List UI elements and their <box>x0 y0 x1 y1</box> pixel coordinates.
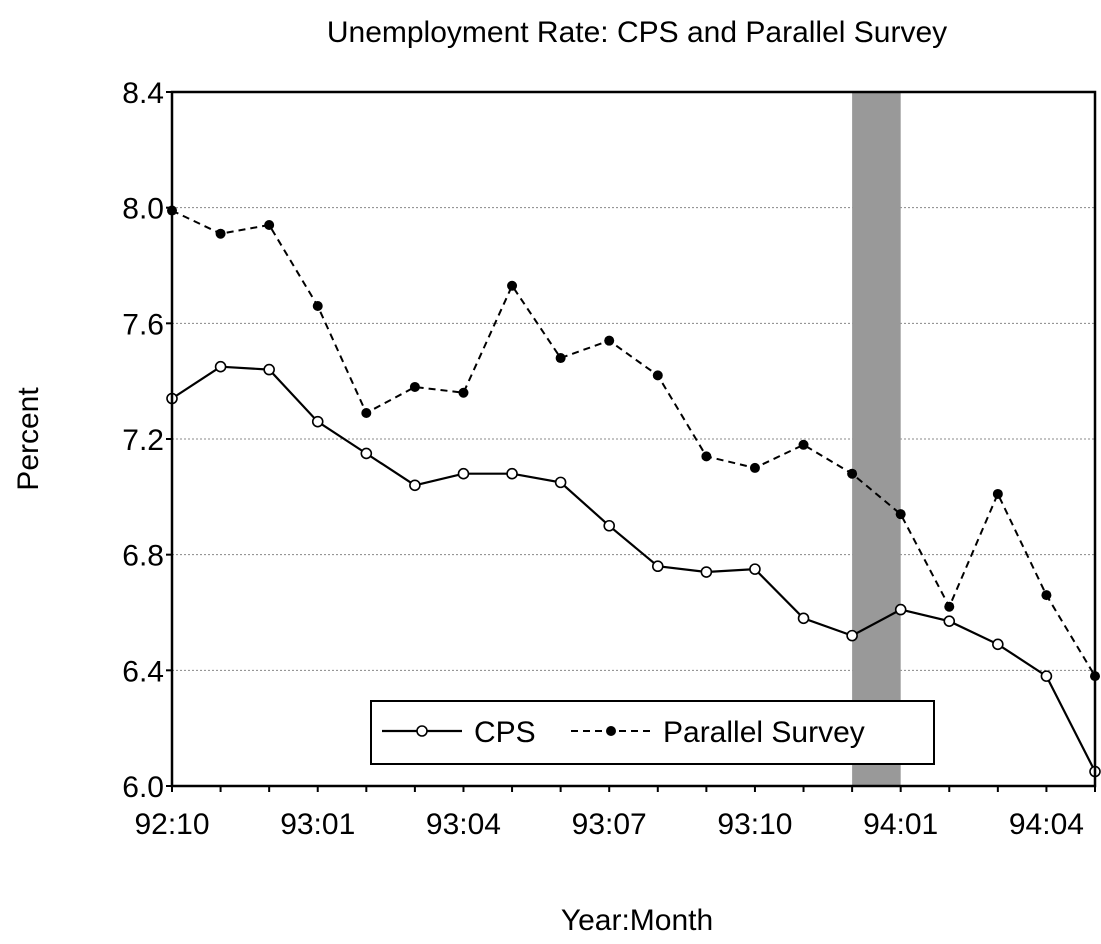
point-parallel-survey <box>798 439 809 450</box>
point-cps <box>651 560 664 573</box>
point-parallel-survey <box>507 280 518 291</box>
point-cps <box>894 603 907 616</box>
point-parallel-survey <box>312 300 323 311</box>
y-tick-label: 7.6 <box>122 308 164 341</box>
point-parallel-survey <box>749 462 760 473</box>
x-tick-label: 93:10 <box>717 808 792 841</box>
x-axis-ticks: 92:10 93:01 93:04 93:07 93:10 94:01 94:04 <box>134 786 1096 841</box>
point-cps <box>554 476 567 489</box>
series-line-parallel-survey <box>171 209 1096 677</box>
point-cps <box>311 415 324 428</box>
y-tick-label: 6.4 <box>122 655 164 688</box>
y-axis-ticks: 6.0 6.4 6.8 7.2 7.6 8.0 8.4 <box>122 77 172 804</box>
gridlines <box>172 207 1095 671</box>
point-parallel-survey <box>458 387 469 398</box>
point-cps <box>409 479 421 492</box>
y-tick-label: 8.0 <box>122 193 164 226</box>
point-cps <box>749 563 761 575</box>
point-parallel-survey <box>1041 590 1052 601</box>
point-parallel-survey <box>409 381 420 392</box>
legend-box <box>370 700 935 765</box>
point-cps <box>214 360 227 373</box>
point-parallel-survey <box>215 228 226 239</box>
legend: CPS Parallel Survey <box>370 700 935 765</box>
point-parallel-survey <box>847 468 858 479</box>
shaded-region <box>852 92 901 786</box>
y-tick-label: 6.8 <box>122 540 164 573</box>
series-line-cps <box>171 365 1096 772</box>
point-parallel-survey <box>895 509 906 520</box>
y-axis-label: Percent <box>12 387 45 491</box>
point-cps <box>506 467 518 480</box>
y-tick-label: 7.2 <box>122 424 164 457</box>
legend-marker-cps <box>416 725 428 737</box>
point-parallel-survey <box>652 370 663 381</box>
x-tick-label: 93:04 <box>426 808 501 841</box>
legend-label-parallel: Parallel Survey <box>663 716 865 749</box>
legend-label-cps: CPS <box>474 716 536 749</box>
x-tick-label: 93:01 <box>280 808 355 841</box>
x-axis-label: Year:Month <box>561 904 713 937</box>
point-cps <box>846 629 858 642</box>
point-parallel-survey <box>944 601 955 612</box>
point-cps <box>700 566 713 578</box>
point-parallel-survey <box>701 451 712 462</box>
x-tick-label: 92:10 <box>134 808 209 841</box>
point-parallel-survey <box>264 220 275 231</box>
point-parallel-survey <box>555 353 566 364</box>
point-cps <box>943 615 956 627</box>
y-tick-label: 6.0 <box>122 771 164 804</box>
x-tick-label: 94:01 <box>863 808 938 841</box>
point-cps <box>1040 670 1053 682</box>
x-tick-label: 93:07 <box>572 808 647 841</box>
point-cps <box>263 363 275 376</box>
legend-marker-parallel <box>606 726 616 736</box>
point-cps <box>992 638 1004 651</box>
point-cps <box>457 467 470 480</box>
plot-frame <box>170 90 1097 788</box>
series-group <box>166 205 1101 778</box>
x-tick-label: 94:04 <box>1009 808 1084 841</box>
point-cps <box>603 519 616 532</box>
point-cps <box>360 447 373 460</box>
chart-title: Unemployment Rate: CPS and Parallel Surv… <box>327 16 947 49</box>
y-tick-label: 8.4 <box>122 77 164 110</box>
point-parallel-survey <box>604 335 615 346</box>
point-cps <box>797 612 810 625</box>
point-parallel-survey <box>361 407 372 418</box>
point-parallel-survey <box>992 488 1003 499</box>
